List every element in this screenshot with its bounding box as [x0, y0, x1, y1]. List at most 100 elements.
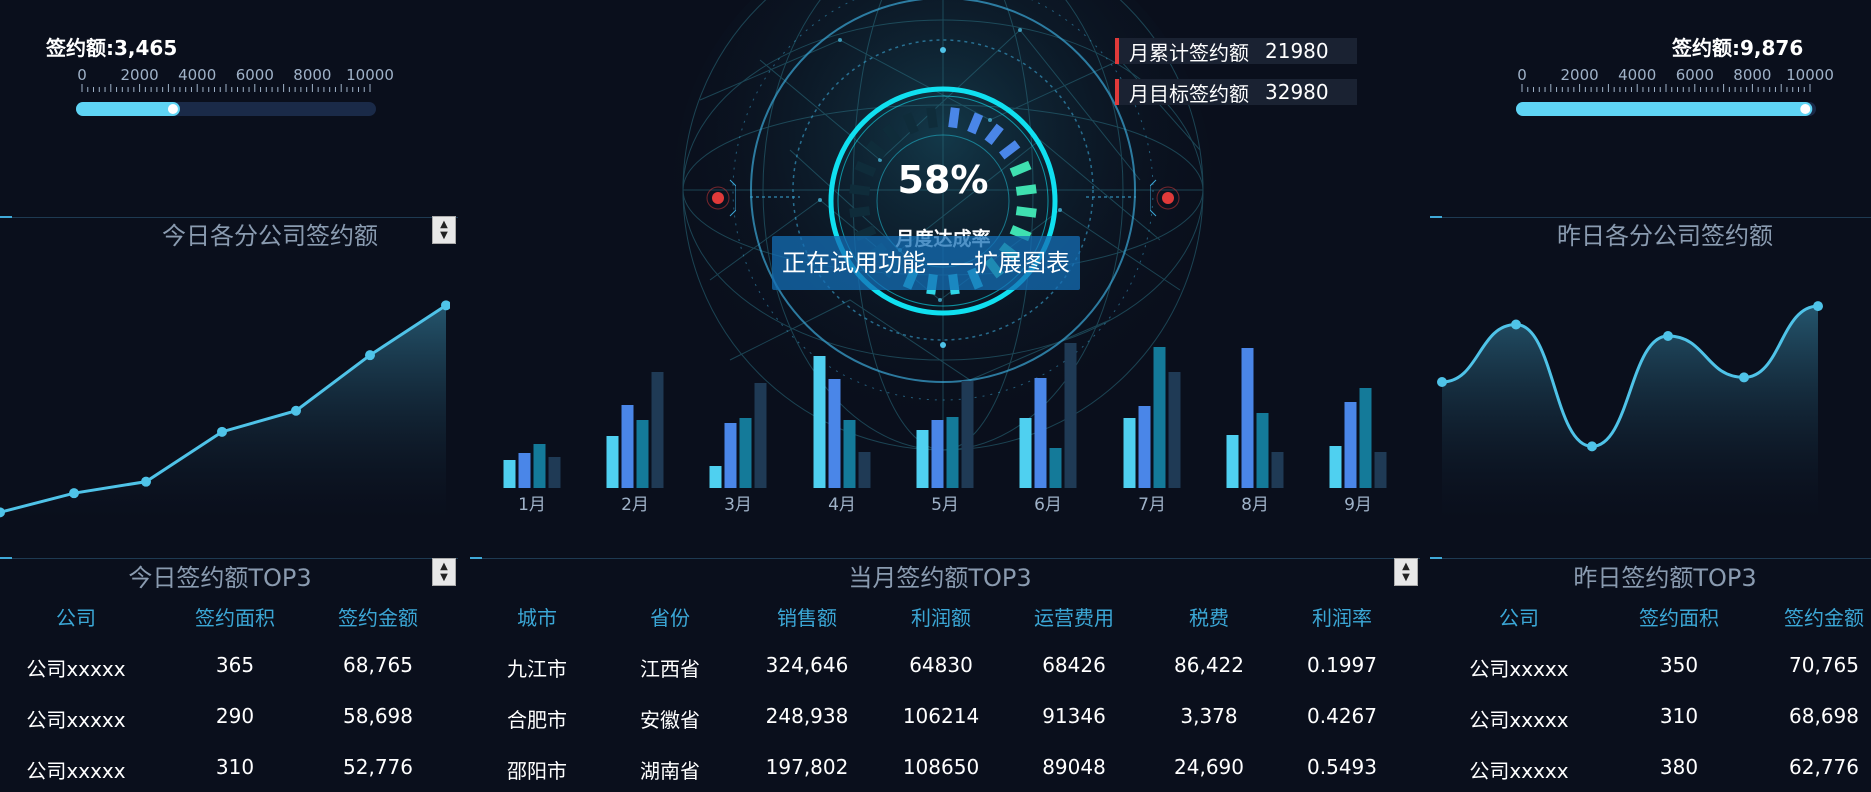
- table-cell: 290: [215, 704, 255, 728]
- table-cell: 350: [1659, 653, 1699, 677]
- ring-segment: [1015, 206, 1037, 218]
- right-gauge-label: 签约额:9,876: [1672, 36, 1804, 60]
- bar: [709, 466, 722, 488]
- gauge-tick-label: 10000: [346, 66, 394, 84]
- globe-background: [673, 0, 1213, 460]
- table-header-cell: 签约面积: [1639, 606, 1719, 630]
- today-top3-stepper[interactable]: ▲ ▼: [432, 558, 456, 586]
- month-top3-header-line: [470, 558, 1420, 559]
- area-point: [1587, 441, 1597, 452]
- bar: [1241, 348, 1254, 488]
- ring-segment: [1015, 184, 1037, 196]
- gauge-tick-label: 0: [1517, 66, 1527, 84]
- left-gauge: 0 2000 4000 6000 8000 10000: [76, 66, 394, 116]
- area-point: [1663, 331, 1673, 341]
- chevron-down-icon[interactable]: ▼: [1402, 572, 1410, 583]
- yesterday-chart-header-line: [1430, 217, 1871, 218]
- bar: [813, 356, 826, 488]
- bar: [843, 420, 856, 488]
- gauge-tick-label: 4000: [1618, 66, 1656, 84]
- bar: [518, 453, 531, 488]
- today-area-chart: [0, 300, 450, 520]
- table-cell: 310: [215, 755, 255, 779]
- bar: [931, 420, 944, 488]
- corner-mark: [0, 216, 12, 218]
- bar: [946, 417, 959, 488]
- ring-segment: [926, 107, 938, 129]
- ring-segment: [849, 184, 871, 196]
- table-cell: 公司xxxxx: [26, 657, 126, 681]
- monthly-target-label: 月目标签约额: [1129, 81, 1249, 106]
- chevron-up-icon[interactable]: ▲: [1402, 561, 1410, 572]
- corner-mark: [1430, 557, 1442, 559]
- table-cell: 邵阳市: [507, 759, 567, 783]
- table-cell: 365: [215, 653, 255, 677]
- gauge-tick-label: 8000: [293, 66, 331, 84]
- bar: [739, 418, 752, 488]
- month-top3-table: 城市 省份 销售额 利润额 运营费用 税费 利润率 九江市 江西省 324,646 64830 684…: [470, 600, 1420, 790]
- table-header-cell: 公司: [1499, 606, 1539, 630]
- table-header-cell: 省份: [650, 606, 690, 630]
- table-header-cell: 利润额: [911, 606, 971, 630]
- table-cell: 52,776: [343, 755, 413, 779]
- table-cell: 106214: [902, 704, 980, 728]
- chevron-down-icon[interactable]: ▼: [440, 230, 448, 241]
- table-cell: 70,765: [1789, 653, 1859, 677]
- table-cell: 68,698: [1789, 704, 1859, 728]
- area-fill: [1442, 306, 1818, 520]
- achievement-percent: 58%: [897, 158, 989, 202]
- corner-mark: [470, 557, 482, 559]
- bar: [961, 381, 974, 488]
- area-fill: [0, 305, 446, 520]
- bar: [1153, 347, 1166, 488]
- gauge-knob: [167, 104, 178, 114]
- table-cell: 24,690: [1174, 755, 1244, 779]
- gauge-tick-label: 2000: [1561, 66, 1599, 84]
- monthly-total-label: 月累计签约额: [1129, 40, 1249, 65]
- gauge-tick-label: 0: [77, 66, 87, 84]
- table-header-cell: 利润率: [1312, 606, 1372, 630]
- table-cell: 公司xxxxx: [1469, 759, 1569, 783]
- gauge-tick-label: 2000: [121, 66, 159, 84]
- table-header-cell: 签约面积: [195, 606, 275, 630]
- table-cell: 89048: [1042, 755, 1106, 779]
- month-top3-title: 当月签约额TOP3: [848, 564, 1032, 592]
- table-cell: 68,765: [343, 653, 413, 677]
- bar: [858, 452, 871, 488]
- ring-segment: [854, 160, 877, 177]
- monthly-target-stat: 月目标签约额 32980: [1115, 79, 1357, 106]
- chevron-up-icon[interactable]: ▲: [440, 219, 448, 230]
- table-header-cell: 公司: [56, 606, 96, 630]
- today-chart-stepper[interactable]: ▲ ▼: [432, 216, 456, 244]
- table-cell: 248,938: [765, 704, 849, 728]
- today-top3-header-line: [0, 558, 458, 559]
- table-cell: 江西省: [640, 657, 700, 681]
- bar: [1359, 388, 1372, 488]
- bar: [724, 423, 737, 488]
- chevron-down-icon[interactable]: ▼: [440, 572, 448, 583]
- ring-segment: [948, 107, 960, 129]
- gauge-fill: [1516, 102, 1813, 116]
- bar: [636, 420, 649, 488]
- month-top3-stepper[interactable]: ▲ ▼: [1394, 558, 1418, 586]
- table-header-cell: 签约金额: [338, 606, 418, 630]
- table-header-cell: 运营费用: [1034, 606, 1114, 630]
- bar: [503, 460, 516, 488]
- table-cell: 0.4267: [1307, 704, 1377, 728]
- left-gauge-label: 签约额:3,465: [46, 36, 178, 60]
- table-cell: 3,378: [1180, 704, 1238, 728]
- bar: [1226, 435, 1239, 488]
- month-tick-label: 4月: [828, 495, 856, 515]
- month-tick-label: 3月: [724, 495, 752, 515]
- chevron-up-icon[interactable]: ▲: [440, 561, 448, 572]
- corner-mark: [0, 557, 12, 559]
- area-point: [365, 350, 375, 361]
- gauge-knob: [1800, 104, 1811, 114]
- today-top3-table: 公司 签约面积 签约金额 公司xxxxx 365 68,765 公司xxxxx 290 58,6…: [0, 600, 458, 790]
- ring-segment: [984, 123, 1004, 146]
- ring-segment: [1009, 160, 1032, 177]
- monthly-bar-chart: 1月 2月 3月 4月 5月 6月 7月 8月 9月: [503, 343, 1387, 515]
- area-point: [0, 507, 5, 518]
- bar: [828, 379, 841, 488]
- area-point: [69, 488, 79, 499]
